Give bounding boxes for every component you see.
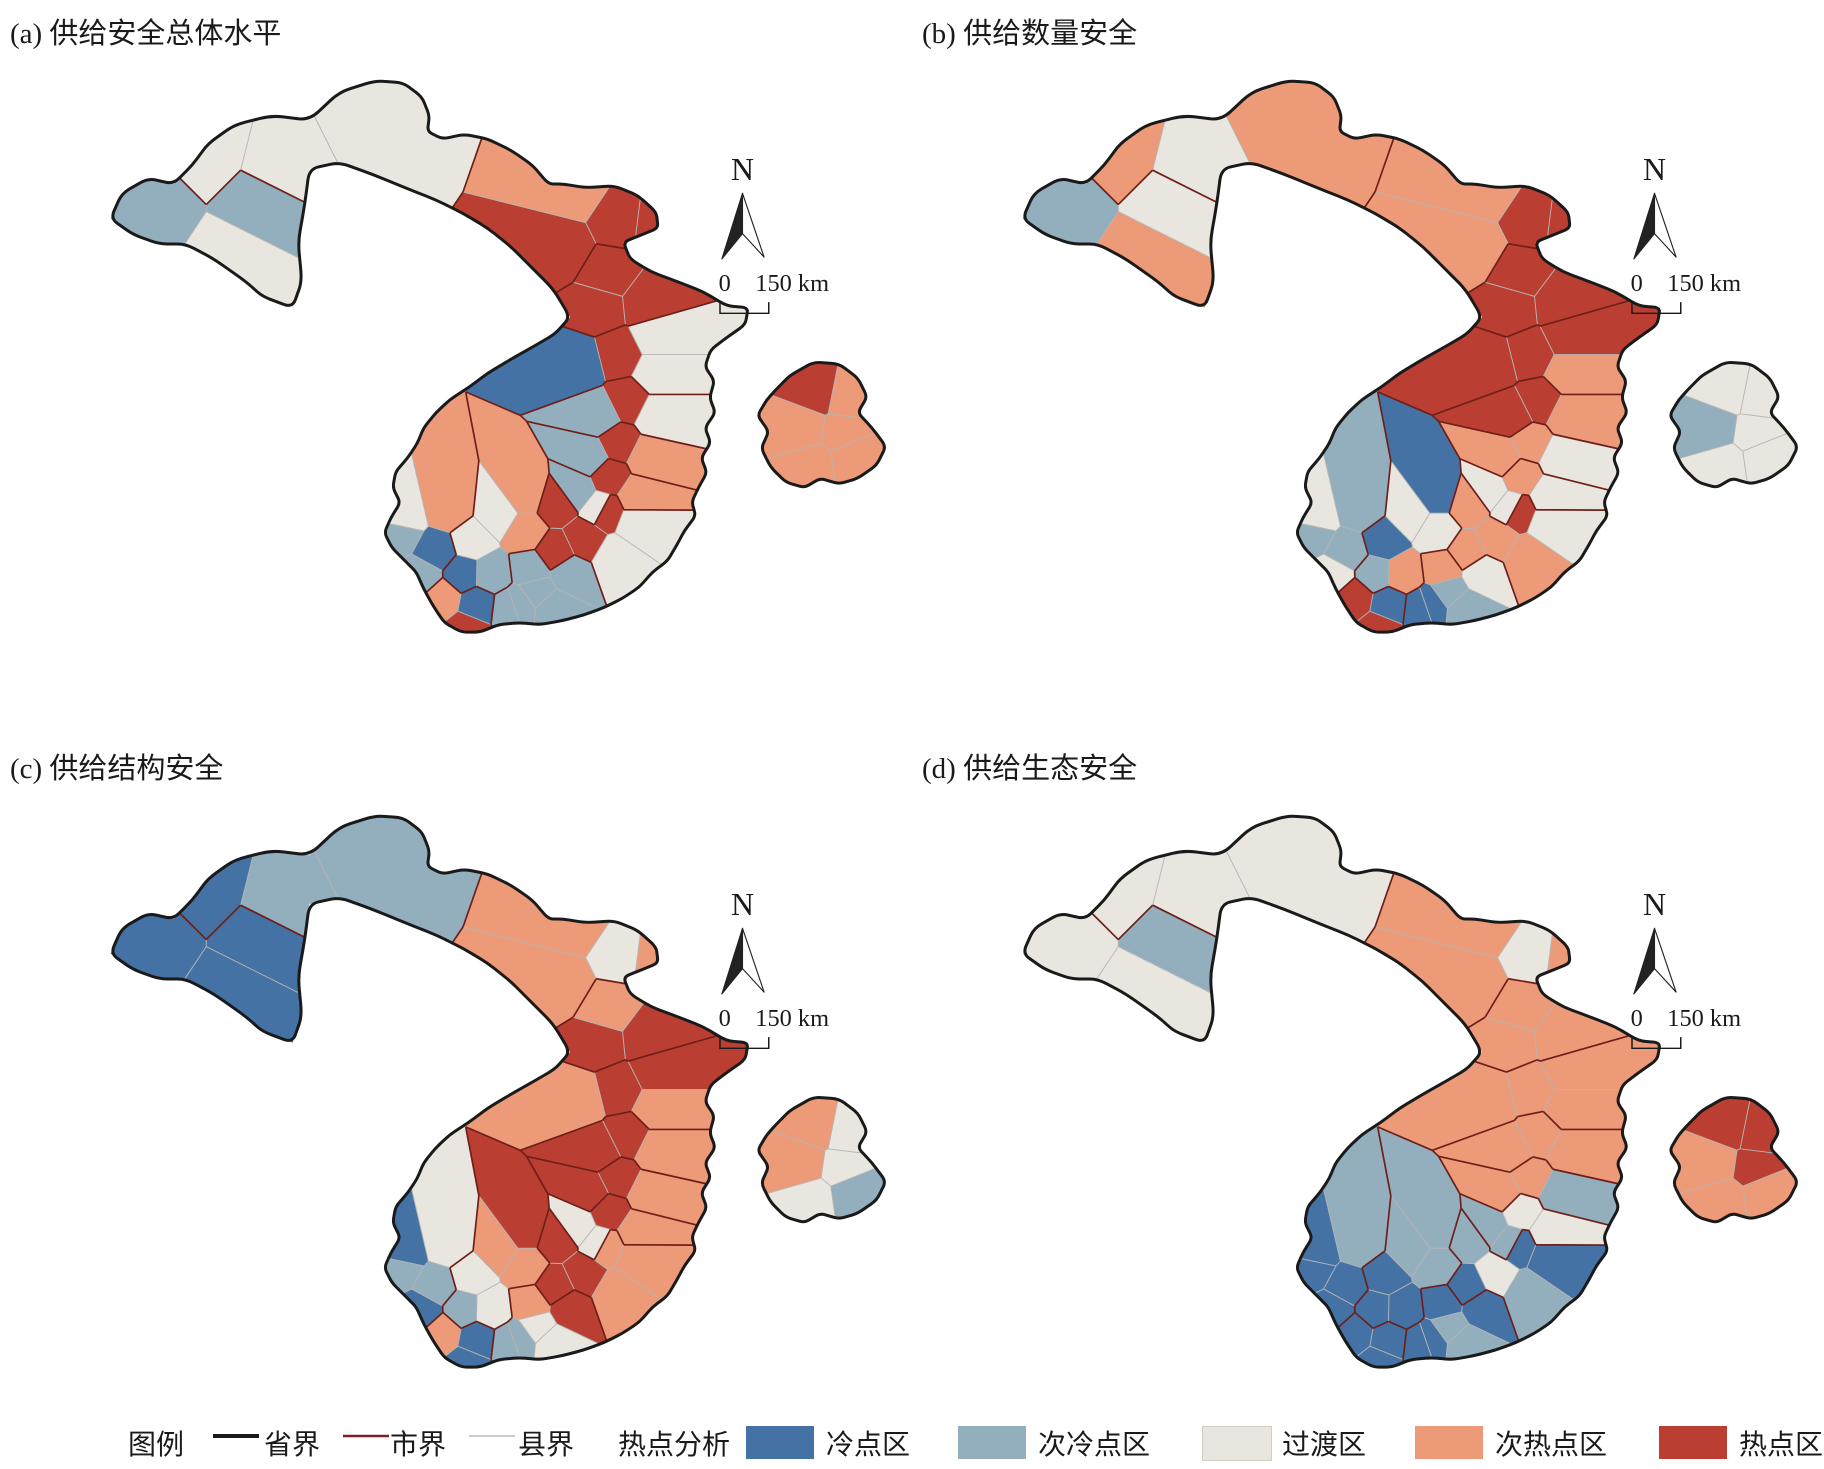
svg-text:150 km: 150 km xyxy=(755,1005,829,1032)
svg-text:N: N xyxy=(1643,887,1666,922)
svg-text:150 km: 150 km xyxy=(755,270,829,297)
svg-text:N: N xyxy=(1643,152,1666,187)
svg-text:0: 0 xyxy=(719,1005,731,1032)
svg-text:N: N xyxy=(731,887,754,922)
svg-text:N: N xyxy=(731,152,754,187)
svg-text:0: 0 xyxy=(719,270,731,297)
svg-text:0: 0 xyxy=(1631,1005,1643,1032)
svg-text:0: 0 xyxy=(1631,270,1643,297)
svg-text:150 km: 150 km xyxy=(1667,270,1741,297)
svg-text:150 km: 150 km xyxy=(1667,1005,1741,1032)
